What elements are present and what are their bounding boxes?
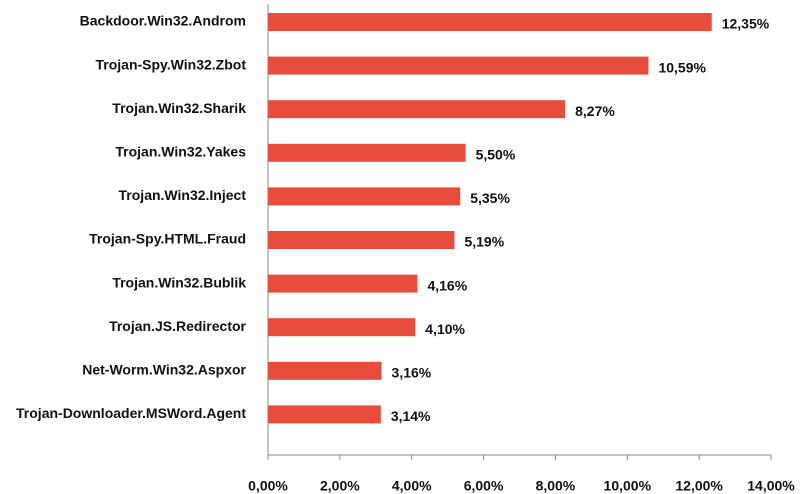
bar xyxy=(268,187,461,206)
y-tick-label: Trojan.Win32.Yakes xyxy=(115,144,246,160)
bar xyxy=(268,100,566,119)
value-label: 5,19% xyxy=(464,234,504,250)
bar xyxy=(268,56,649,75)
y-tick-label: Trojan.Win32.Bublik xyxy=(112,274,246,290)
bar xyxy=(268,143,466,162)
y-tick-label: Trojan-Spy.HTML.Fraud xyxy=(89,231,246,247)
y-tick-label: Net-Worm.Win32.Aspxor xyxy=(82,362,246,378)
x-tick-label: 4,00% xyxy=(392,478,432,494)
bar xyxy=(268,231,455,249)
bar xyxy=(268,361,382,380)
value-label: 3,14% xyxy=(391,408,431,424)
value-label: 5,35% xyxy=(470,190,510,206)
value-label: 8,27% xyxy=(575,103,615,119)
value-label: 4,16% xyxy=(427,277,467,293)
value-label: 12,35% xyxy=(722,16,770,32)
bar xyxy=(268,318,416,337)
x-tick-label: 2,00% xyxy=(320,478,360,494)
x-tick-label: 14,00% xyxy=(747,478,795,494)
bar xyxy=(268,274,418,293)
y-tick-label: Trojan-Spy.Win32.Zbot xyxy=(95,56,246,72)
value-label: 5,50% xyxy=(476,147,516,163)
x-tick-label: 6,00% xyxy=(464,478,504,494)
value-label: 3,16% xyxy=(392,365,432,381)
y-tick-label: Trojan.Win32.Inject xyxy=(119,187,247,203)
y-tick-label: Trojan.JS.Redirector xyxy=(109,318,246,334)
y-tick-label: Backdoor.Win32.Androm xyxy=(80,13,246,29)
bar xyxy=(268,13,712,31)
x-tick-label: 8,00% xyxy=(536,478,576,494)
x-tick-label: 10,00% xyxy=(604,478,652,494)
x-tick-label: 0,00% xyxy=(248,478,288,494)
bar xyxy=(268,405,381,424)
value-label: 4,10% xyxy=(425,321,465,337)
y-tick-label: Trojan-Downloader.MSWord.Agent xyxy=(16,405,246,421)
x-tick-label: 12,00% xyxy=(675,478,723,494)
y-tick-label: Trojan.Win32.Sharik xyxy=(112,100,246,116)
value-label: 10,59% xyxy=(658,59,706,75)
